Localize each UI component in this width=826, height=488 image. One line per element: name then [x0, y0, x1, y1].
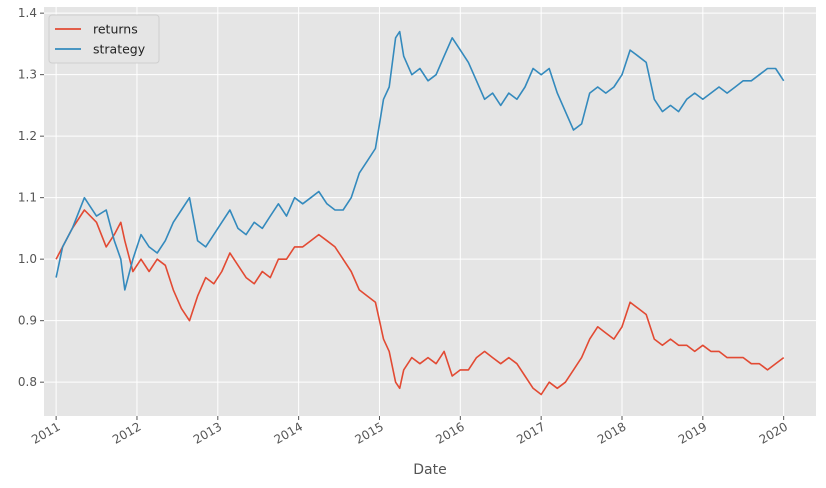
y-tick-label: 1.1 [18, 191, 37, 205]
legend-label-returns: returns [93, 22, 138, 37]
y-tick-label: 0.9 [18, 314, 37, 328]
y-tick-label: 1.0 [18, 252, 37, 266]
y-tick-label: 1.2 [18, 129, 37, 143]
x-tick-label: 2014 [272, 419, 305, 446]
x-tick-label: 2016 [433, 419, 466, 446]
x-tick-label: 2012 [110, 419, 143, 446]
y-tick-label: 0.8 [18, 375, 37, 389]
x-tick-label: 2019 [676, 419, 709, 446]
legend-label-strategy: strategy [93, 42, 146, 57]
grid [44, 7, 816, 416]
x-tick-label: 2013 [191, 419, 224, 446]
y-tick-label: 1.3 [18, 68, 37, 82]
x-tick-label: 2020 [757, 419, 790, 446]
x-tick-label: 2015 [353, 419, 386, 446]
legend-box [48, 14, 160, 64]
series-line-strategy [55, 30, 785, 291]
series-lines [55, 30, 785, 396]
x-tick-label: 2018 [595, 419, 628, 446]
y-tick-label: 1.4 [18, 6, 37, 20]
x-tick-label: 2011 [29, 419, 62, 446]
plot-area [44, 7, 816, 416]
x-tick-label: 2017 [514, 419, 547, 446]
legend: returns strategy [48, 14, 160, 64]
series-line-returns [55, 209, 785, 396]
x-axis-title: Date [413, 462, 446, 478]
